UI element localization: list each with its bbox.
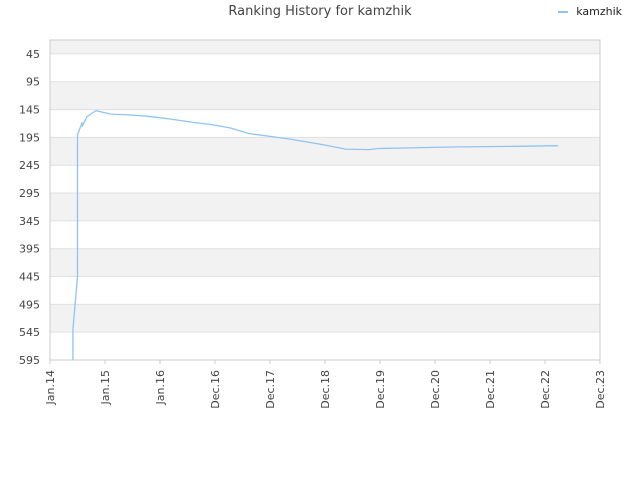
grid-band <box>50 304 600 333</box>
x-tick-label: Dec.19 <box>374 370 387 409</box>
x-tick-label: Jan.14 <box>44 370 57 405</box>
x-tick-label: Dec.16 <box>209 370 222 409</box>
x-tick-label: Dec.20 <box>429 370 442 409</box>
y-tick-label: 545 <box>19 326 40 339</box>
y-tick-label: 45 <box>26 48 40 61</box>
y-tick-label: 195 <box>19 131 40 144</box>
series-line <box>72 110 559 360</box>
x-tick-label: Jan.15 <box>99 370 112 405</box>
grid-band <box>50 137 600 166</box>
legend-swatch <box>558 10 569 13</box>
chart-title: Ranking History for kamzhik <box>228 4 412 19</box>
y-tick-label: 495 <box>19 298 40 311</box>
x-tick-label: Dec.17 <box>264 370 277 409</box>
x-tick-label: Dec.18 <box>319 370 332 409</box>
y-tick-label: 295 <box>19 187 40 200</box>
grid-band <box>50 248 600 277</box>
legend-label: kamzhik <box>576 5 622 18</box>
y-tick-label: 245 <box>19 159 40 172</box>
y-tick-label: 395 <box>19 243 40 256</box>
y-tick-label: 595 <box>19 354 40 367</box>
grid-band <box>50 81 600 110</box>
y-tick-label: 95 <box>26 76 40 89</box>
x-tick-label: Dec.22 <box>539 370 552 409</box>
y-tick-label: 145 <box>19 104 40 117</box>
grid-band <box>50 193 600 221</box>
x-tick-label: Jan.16 <box>154 370 167 405</box>
y-tick-label: 345 <box>19 215 40 228</box>
y-tick-label: 445 <box>19 271 40 284</box>
x-tick-label: Dec.21 <box>484 370 497 409</box>
legend: kamzhik <box>558 5 622 18</box>
x-tick-label: Dec.23 <box>594 370 607 409</box>
grid-band <box>50 40 600 54</box>
